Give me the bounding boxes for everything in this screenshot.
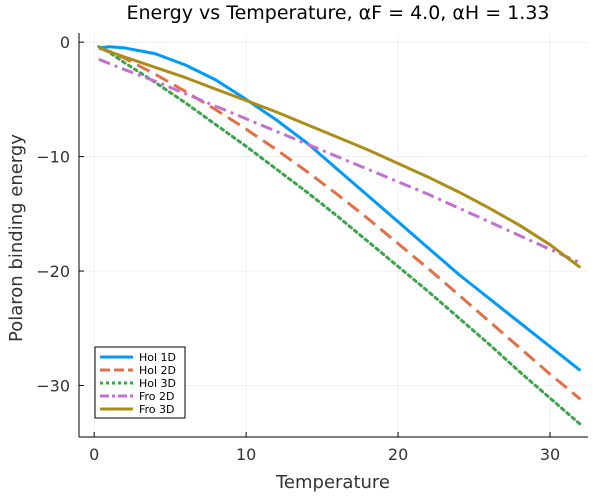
legend-label: Hol 1D <box>139 351 176 364</box>
tick-labels: 0 10 20 30 0 −10 −20 −30 <box>36 33 560 464</box>
series-line-fro-2d <box>98 57 582 265</box>
axes <box>78 33 588 438</box>
series-line-hol-2d <box>98 46 582 401</box>
y-tick-label: −30 <box>36 376 70 395</box>
x-tick-label: 0 <box>89 445 99 464</box>
y-tick-label: 0 <box>60 33 70 52</box>
series-line-fro-3d <box>98 46 582 269</box>
chart-title: Energy vs Temperature, αF = 4.0, αH = 1.… <box>126 2 549 24</box>
x-tick-label: 20 <box>388 445 408 464</box>
legend-label: Fro 2D <box>139 390 175 403</box>
y-axis-label: Polaron binding energy <box>6 134 27 342</box>
y-tick-label: −20 <box>36 262 70 281</box>
legend-label: Hol 3D <box>139 377 176 390</box>
legend-label: Fro 3D <box>139 403 175 416</box>
x-axis-label: Temperature <box>275 472 390 493</box>
y-tick-label: −10 <box>36 148 70 167</box>
series-line-hol-1d <box>98 45 582 372</box>
x-tick-label: 10 <box>236 445 256 464</box>
series-lines <box>97 45 582 426</box>
x-tick-label: 30 <box>540 445 560 464</box>
legend-box <box>94 346 186 419</box>
legend-label: Hol 2D <box>139 364 176 377</box>
